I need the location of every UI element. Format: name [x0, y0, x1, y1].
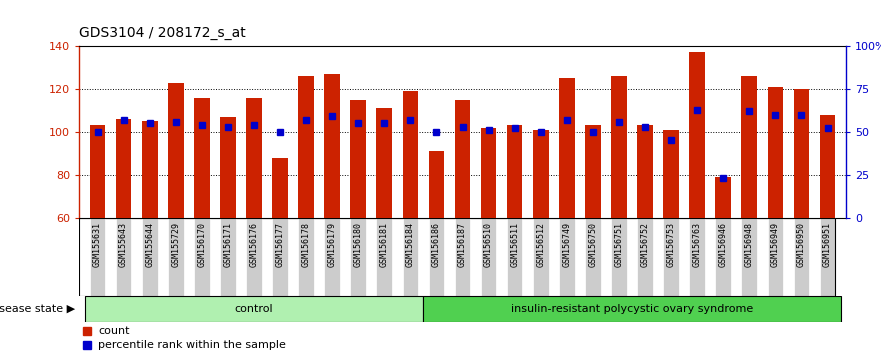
Text: GDS3104 / 208172_s_at: GDS3104 / 208172_s_at: [79, 26, 246, 40]
Bar: [424, 296, 840, 322]
Text: GSM156948: GSM156948: [744, 222, 754, 267]
Text: GSM156749: GSM156749: [562, 222, 571, 267]
Text: GSM156179: GSM156179: [328, 222, 337, 267]
Bar: [403, 91, 418, 218]
Text: GSM156180: GSM156180: [354, 222, 363, 267]
Text: GSM156186: GSM156186: [432, 222, 441, 267]
Text: GSM155643: GSM155643: [119, 222, 128, 267]
Bar: [481, 218, 496, 296]
Text: GSM156511: GSM156511: [510, 222, 519, 267]
Bar: [220, 117, 236, 218]
Bar: [794, 218, 810, 296]
Bar: [90, 125, 106, 218]
Bar: [142, 121, 158, 218]
Bar: [351, 100, 366, 218]
Text: GSM156946: GSM156946: [719, 222, 728, 267]
Text: GSM156512: GSM156512: [537, 222, 545, 267]
Text: control: control: [234, 304, 273, 314]
Bar: [663, 218, 679, 296]
Bar: [559, 78, 574, 218]
Bar: [220, 218, 236, 296]
Bar: [559, 218, 574, 296]
Bar: [611, 218, 626, 296]
Bar: [767, 218, 783, 296]
Bar: [507, 218, 522, 296]
Text: GSM155729: GSM155729: [171, 222, 181, 267]
Text: GSM156181: GSM156181: [380, 222, 389, 267]
Bar: [376, 108, 392, 218]
Bar: [767, 87, 783, 218]
Bar: [689, 218, 705, 296]
Bar: [351, 218, 366, 296]
Bar: [637, 125, 653, 218]
Text: GSM156753: GSM156753: [667, 222, 676, 267]
Bar: [455, 218, 470, 296]
Bar: [324, 218, 340, 296]
Text: GSM156187: GSM156187: [458, 222, 467, 267]
Text: GSM156178: GSM156178: [301, 222, 311, 267]
Bar: [299, 218, 314, 296]
Bar: [742, 76, 757, 218]
Text: GSM156170: GSM156170: [197, 222, 206, 267]
Bar: [299, 76, 314, 218]
Text: GSM155644: GSM155644: [145, 222, 154, 267]
Bar: [742, 218, 757, 296]
Bar: [142, 218, 158, 296]
Text: GSM155631: GSM155631: [93, 222, 102, 267]
Text: GSM156750: GSM156750: [589, 222, 597, 267]
Bar: [246, 97, 262, 218]
Text: GSM156171: GSM156171: [224, 222, 233, 267]
Bar: [403, 218, 418, 296]
Text: GSM156176: GSM156176: [249, 222, 258, 267]
Bar: [376, 218, 392, 296]
Bar: [168, 218, 183, 296]
Bar: [194, 218, 210, 296]
Bar: [715, 218, 731, 296]
Bar: [429, 218, 444, 296]
Text: GSM156752: GSM156752: [640, 222, 649, 267]
Bar: [715, 177, 731, 218]
Bar: [115, 119, 131, 218]
Text: disease state ▶: disease state ▶: [0, 304, 75, 314]
Bar: [272, 158, 288, 218]
Bar: [115, 218, 131, 296]
Text: GSM156184: GSM156184: [406, 222, 415, 267]
Bar: [272, 218, 288, 296]
Bar: [455, 100, 470, 218]
Bar: [533, 218, 549, 296]
Text: GSM156751: GSM156751: [614, 222, 624, 267]
Text: GSM156950: GSM156950: [797, 222, 806, 267]
Bar: [585, 125, 601, 218]
Text: GSM156177: GSM156177: [276, 222, 285, 267]
Bar: [507, 125, 522, 218]
Bar: [819, 115, 835, 218]
Bar: [194, 97, 210, 218]
Text: GSM156510: GSM156510: [484, 222, 493, 267]
Text: GSM156951: GSM156951: [823, 222, 832, 267]
Bar: [90, 218, 106, 296]
Bar: [481, 127, 496, 218]
Bar: [663, 130, 679, 218]
Text: count: count: [99, 326, 130, 336]
Bar: [533, 130, 549, 218]
Text: insulin-resistant polycystic ovary syndrome: insulin-resistant polycystic ovary syndr…: [511, 304, 753, 314]
Bar: [85, 296, 424, 322]
Bar: [324, 74, 340, 218]
Bar: [689, 52, 705, 218]
Bar: [794, 89, 810, 218]
Bar: [585, 218, 601, 296]
Text: percentile rank within the sample: percentile rank within the sample: [99, 340, 286, 350]
Bar: [429, 151, 444, 218]
Bar: [611, 76, 626, 218]
Bar: [819, 218, 835, 296]
Text: GSM156949: GSM156949: [771, 222, 780, 267]
Text: GSM156763: GSM156763: [692, 222, 701, 267]
Bar: [246, 218, 262, 296]
Bar: [168, 82, 183, 218]
Bar: [637, 218, 653, 296]
